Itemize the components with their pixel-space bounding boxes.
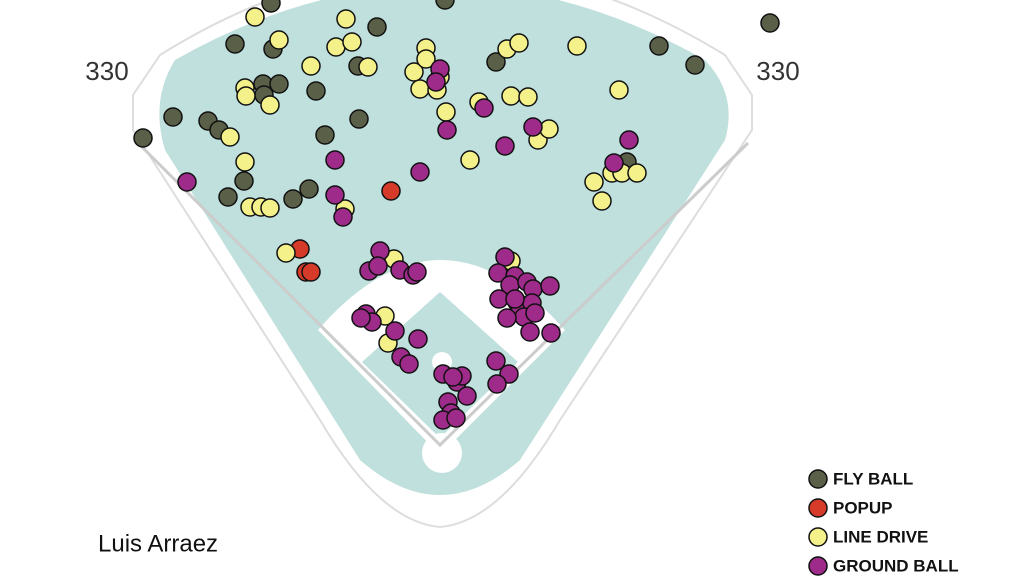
legend-label: FLY BALL <box>833 469 913 488</box>
batted-ball <box>486 351 506 371</box>
batted-ball <box>501 86 521 106</box>
batted-ball <box>245 7 265 27</box>
batted-ball <box>426 72 446 92</box>
batted-ball <box>336 9 356 29</box>
batted-ball <box>299 179 319 199</box>
batted-ball <box>407 262 427 282</box>
batted-ball <box>460 150 480 170</box>
batted-ball <box>627 163 647 183</box>
distance-label: 330 <box>85 56 128 86</box>
batted-ball <box>325 150 345 170</box>
batted-ball <box>276 243 296 263</box>
batted-ball <box>399 354 419 374</box>
batted-ball <box>408 329 428 349</box>
batted-ball <box>685 55 705 75</box>
batted-ball <box>446 408 466 428</box>
batted-ball <box>368 256 388 276</box>
batted-ball <box>525 303 545 323</box>
batted-ball <box>301 262 321 282</box>
batted-ball <box>325 185 345 205</box>
batted-ball <box>163 107 183 127</box>
home-plate-area <box>422 433 462 473</box>
batted-ball <box>326 37 346 57</box>
batted-ball <box>235 152 255 172</box>
batted-ball <box>234 171 254 191</box>
batted-ball <box>261 0 281 13</box>
batted-ball <box>540 276 560 296</box>
legend-label: LINE DRIVE <box>833 527 928 546</box>
batted-ball <box>584 172 604 192</box>
batted-ball <box>495 136 515 156</box>
batted-ball <box>269 30 289 50</box>
batted-ball <box>416 49 436 69</box>
batted-ball <box>283 189 303 209</box>
player-name: Luis Arraez <box>98 530 218 557</box>
batted-ball <box>333 207 353 227</box>
batted-ball <box>435 0 455 10</box>
batted-ball <box>509 33 529 53</box>
outfield <box>159 0 729 495</box>
batted-ball <box>760 13 780 33</box>
batted-ball <box>437 120 457 140</box>
batted-ball <box>367 17 387 37</box>
batted-ball <box>404 62 424 82</box>
batted-ball <box>495 247 515 267</box>
batted-ball <box>592 191 612 211</box>
legend: FLY BALL POPUP LINE DRIVE GROUND BALL <box>808 469 959 576</box>
legend-label: POPUP <box>833 498 893 517</box>
batted-ball <box>385 321 405 341</box>
batted-ball <box>649 36 669 56</box>
batted-ball <box>410 162 430 182</box>
foul-lines <box>138 141 750 448</box>
points <box>133 0 780 430</box>
batted-ball <box>218 187 238 207</box>
batted-ball <box>301 56 321 76</box>
legend-swatch <box>808 469 828 489</box>
batted-ball <box>236 86 256 106</box>
batted-ball <box>486 52 506 72</box>
distance-label: 330 <box>756 56 799 86</box>
legend-swatch <box>808 527 828 547</box>
batted-ball <box>520 322 540 342</box>
batted-ball <box>381 181 401 201</box>
batted-ball <box>487 374 507 394</box>
batted-ball <box>349 109 369 129</box>
batted-ball <box>358 57 378 77</box>
batted-ball <box>315 125 335 145</box>
batted-ball <box>474 98 494 118</box>
batted-ball <box>541 323 561 343</box>
batted-ball <box>260 198 280 218</box>
batted-ball <box>443 367 463 387</box>
batted-ball <box>351 308 371 328</box>
batted-ball <box>269 74 289 94</box>
batted-ball <box>260 95 280 115</box>
batted-ball <box>539 119 559 139</box>
batted-ball <box>342 32 362 52</box>
batted-ball <box>523 117 543 137</box>
batted-ball <box>177 172 197 192</box>
legend-swatch <box>808 556 828 576</box>
batted-ball <box>518 87 538 107</box>
batted-ball <box>609 80 629 100</box>
batted-ball <box>306 81 326 101</box>
batted-ball <box>497 308 517 328</box>
batted-ball <box>436 102 456 122</box>
batted-ball <box>505 289 525 309</box>
batted-ball <box>220 127 240 147</box>
batted-ball <box>604 153 624 173</box>
legend-swatch <box>808 498 828 518</box>
legend-label: GROUND BALL <box>833 556 959 575</box>
batted-ball <box>619 130 639 150</box>
batted-ball <box>133 128 153 148</box>
batted-ball <box>225 34 245 54</box>
batted-ball <box>567 36 587 56</box>
batted-ball <box>457 386 477 406</box>
